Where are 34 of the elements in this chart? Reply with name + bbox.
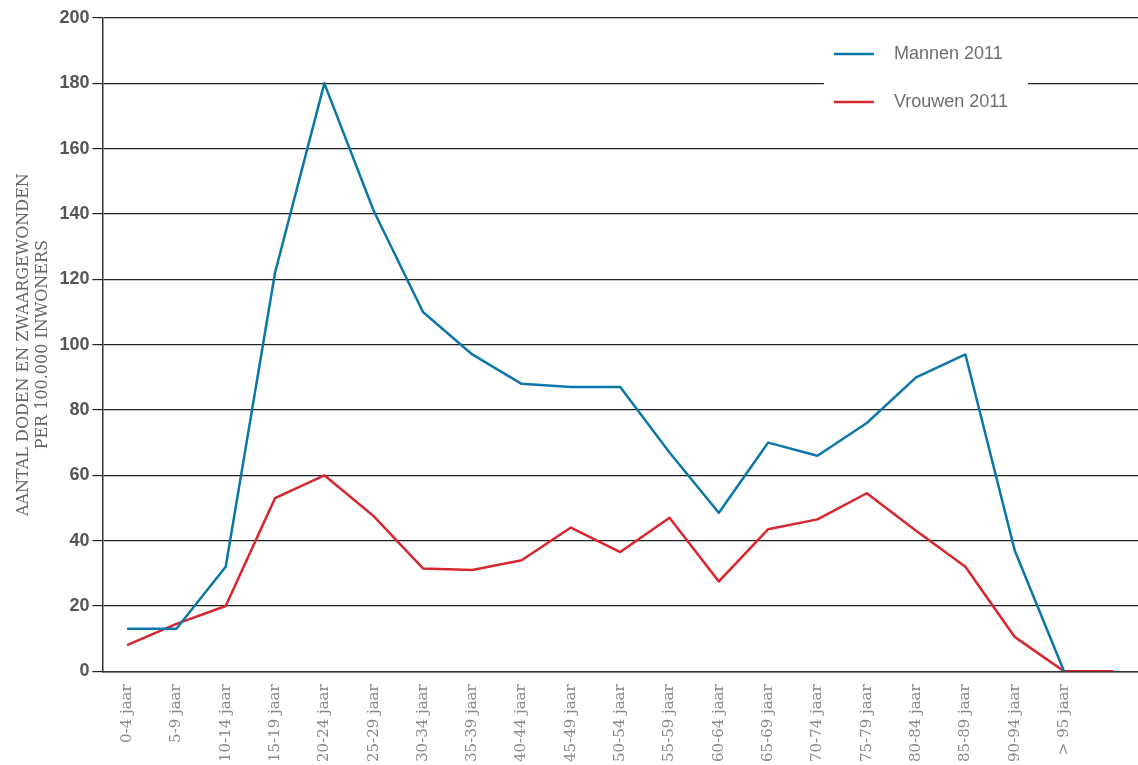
y-tick-label: 20 bbox=[69, 594, 90, 615]
x-tick-label: 10-14 jaar bbox=[215, 683, 234, 762]
y-tick-label: 40 bbox=[69, 529, 90, 550]
y-tick-label: 180 bbox=[59, 72, 90, 93]
x-tick-label: 35-39 jaar bbox=[462, 683, 481, 762]
x-tick-label: 15-19 jaar bbox=[264, 683, 283, 762]
x-tick-label: 85-89 jaar bbox=[955, 683, 974, 762]
y-tick-label: 140 bbox=[59, 202, 90, 223]
y-tick-label: 160 bbox=[59, 137, 90, 158]
x-tick-label: 55-59 jaar bbox=[659, 683, 678, 762]
y-tick-label: 100 bbox=[59, 333, 90, 354]
x-tick-label: 70-74 jaar bbox=[807, 683, 826, 762]
x-tick-label: 20-24 jaar bbox=[314, 683, 333, 762]
y-tick-label: 0 bbox=[79, 660, 90, 681]
x-tick-label: 65-69 jaar bbox=[758, 683, 777, 762]
x-tick-label: 25-29 jaar bbox=[363, 683, 382, 762]
y-tick-label: 60 bbox=[69, 464, 90, 485]
x-tick-label: 75-79 jaar bbox=[856, 683, 875, 762]
y-tick-label: 200 bbox=[59, 6, 90, 27]
x-tick-label: 5-9 jaar bbox=[166, 683, 185, 743]
x-tick-label: 30-34 jaar bbox=[412, 683, 431, 762]
x-tick-label: 40-44 jaar bbox=[511, 683, 530, 762]
legend-label: Vrouwen 2011 bbox=[893, 90, 1009, 111]
x-tick-label: 90-94 jaar bbox=[1004, 683, 1023, 762]
y-tick-label: 80 bbox=[69, 398, 90, 419]
x-tick-label: 60-64 jaar bbox=[708, 683, 727, 762]
y-tick-label: 120 bbox=[59, 268, 90, 289]
legend-label: Mannen 2011 bbox=[893, 42, 1003, 63]
x-tick-label: 80-84 jaar bbox=[905, 683, 924, 762]
x-tick-label: > 95 jaar bbox=[1053, 683, 1072, 756]
y-axis-title: AANTAL DODEN EN ZWAARGEWONDEN PER 100.000 INWONERS bbox=[12, 173, 51, 518]
x-tick-label: 45-49 jaar bbox=[560, 683, 579, 762]
x-tick-label: 0-4 jaar bbox=[116, 683, 135, 743]
x-tick-label: 50-54 jaar bbox=[610, 683, 629, 762]
